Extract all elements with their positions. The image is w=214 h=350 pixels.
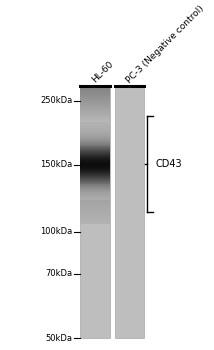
- Text: 70kDa: 70kDa: [45, 269, 73, 278]
- Text: 100kDa: 100kDa: [40, 227, 73, 236]
- Text: PC-3 (Negative control): PC-3 (Negative control): [125, 4, 206, 85]
- Bar: [80, 86, 110, 338]
- Text: HL-60: HL-60: [91, 60, 116, 85]
- Text: 250kDa: 250kDa: [40, 96, 73, 105]
- Text: 150kDa: 150kDa: [40, 160, 73, 169]
- Text: 50kDa: 50kDa: [46, 334, 73, 343]
- Text: CD43: CD43: [156, 159, 182, 169]
- Bar: [115, 86, 144, 338]
